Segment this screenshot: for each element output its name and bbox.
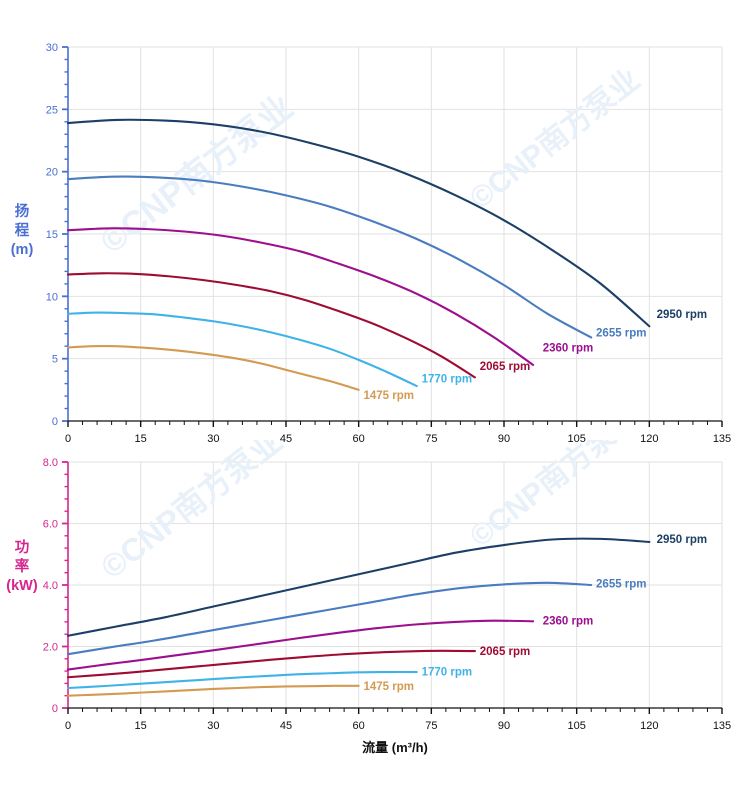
y-axis-title: 扬程 (m) (11, 202, 34, 258)
x-tick-label: 30 (207, 433, 219, 445)
watermark: ©CNP南方泵业 (94, 88, 301, 261)
x-tick-label: 75 (425, 433, 437, 445)
series-label-2360-rpm: 2360 rpm (543, 342, 594, 354)
series-label-2065-rpm: 2065 rpm (480, 361, 531, 373)
series-curve-2655-rpm (66, 581, 593, 656)
series-curve-2655-rpm (66, 175, 593, 339)
series-curve-1475-rpm (66, 344, 360, 391)
series-label-1770-rpm: 1770 rpm (422, 667, 473, 679)
x-tick-label: 45 (280, 720, 292, 732)
x-tick-label: 75 (425, 720, 437, 732)
y-tick-label: 30 (46, 42, 58, 54)
series-label-2950-rpm: 2950 rpm (657, 534, 708, 546)
watermark-text: ©CNP南方泵业 (94, 88, 301, 261)
x-tick-label: 90 (498, 720, 510, 732)
series-curve-1770-rpm (66, 311, 418, 388)
series-label-1475-rpm: 1475 rpm (364, 390, 415, 402)
y-axis-title-char: 率 (15, 557, 30, 575)
x-tick-label: 105 (567, 433, 585, 445)
y-tick-label: 6.0 (43, 519, 58, 531)
y-axis-title-char: 功 (15, 539, 30, 556)
series-curve-1475-rpm (66, 684, 360, 697)
y-axis-title-char: 程 (15, 222, 30, 239)
series-label-2655-rpm: 2655 rpm (596, 578, 647, 590)
series-curve-1770-rpm (66, 670, 418, 690)
power-chart-block: ©CNP南方泵业 ©CNP南方泵业 0 2.0 4.0 6.0 8.0 0 15 30 45 60 75… (0, 440, 752, 797)
y-tick-label: 25 (46, 104, 58, 116)
x-tick-label: 135 (713, 720, 731, 732)
y-tick-label: 2.0 (43, 642, 58, 654)
y-tick-label: 4.0 (43, 580, 58, 592)
y-tick-label: 15 (46, 229, 58, 241)
x-tick-label: 90 (498, 433, 510, 445)
y-tick-label: 20 (46, 167, 58, 179)
y-axis-title: 功率 (kW) (6, 539, 38, 594)
series-curve-2360-rpm (66, 619, 535, 671)
watermark: ©CNP南方泵业 (463, 440, 646, 554)
series-label-1475-rpm: 1475 rpm (364, 681, 415, 693)
x-tick-label: 60 (353, 720, 365, 732)
x-tick-label: 0 (65, 720, 71, 732)
head-chart-block: ©CNP南方泵业 ©CNP南方泵业 0 5 10 15 20 25 30 0 15 30 45 60 75 9… (11, 42, 731, 445)
y-tick-label: 0 (52, 703, 58, 715)
x-tick-label: 120 (640, 433, 658, 445)
watermark-text: ©CNP南方泵业 (463, 440, 646, 554)
x-tick-label: 135 (713, 433, 731, 445)
series-label-2360-rpm: 2360 rpm (543, 615, 594, 627)
series-label-2655-rpm: 2655 rpm (596, 327, 647, 339)
x-tick-label: 60 (353, 433, 365, 445)
head-chart-svg: ©CNP南方泵业 ©CNP南方泵业 0 5 10 15 20 25 30 0 15 30 45 60 75 9… (11, 42, 731, 445)
y-tick-label: 5 (52, 354, 58, 366)
series-curve-2950-rpm (66, 118, 651, 328)
series-curve-2065-rpm (66, 649, 476, 679)
x-tick-label: 120 (640, 720, 658, 732)
y-axis-title-char: (m) (11, 242, 34, 258)
watermark: ©CNP南方泵业 (463, 62, 646, 215)
watermark-text: ©CNP南方泵业 (463, 62, 646, 215)
x-tick-label: 105 (567, 720, 585, 732)
x-tick-label: 30 (207, 720, 219, 732)
x-axis-title: 流量 (m³/h) (362, 740, 428, 755)
y-axis-title-char: (kW) (6, 578, 38, 594)
series-label-2065-rpm: 2065 rpm (480, 646, 531, 658)
x-tick-label: 15 (135, 433, 147, 445)
series-label-1770-rpm: 1770 rpm (422, 374, 473, 386)
series-label-2950-rpm: 2950 rpm (657, 309, 708, 321)
series-curve-2360-rpm (66, 227, 535, 366)
y-axis-title-char: 扬 (15, 202, 30, 220)
y-tick-label: 0 (52, 416, 58, 428)
x-tick-label: 15 (135, 720, 147, 732)
x-tick-label: 45 (280, 433, 292, 445)
series-curve-2950-rpm (66, 537, 651, 637)
x-tick-label: 0 (65, 433, 71, 445)
series-curve-2065-rpm (66, 272, 476, 379)
y-tick-label: 10 (46, 291, 58, 303)
y-tick-label: 8.0 (43, 457, 58, 469)
